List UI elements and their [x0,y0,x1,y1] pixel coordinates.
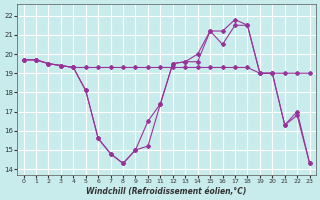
X-axis label: Windchill (Refroidissement éolien,°C): Windchill (Refroidissement éolien,°C) [86,187,247,196]
